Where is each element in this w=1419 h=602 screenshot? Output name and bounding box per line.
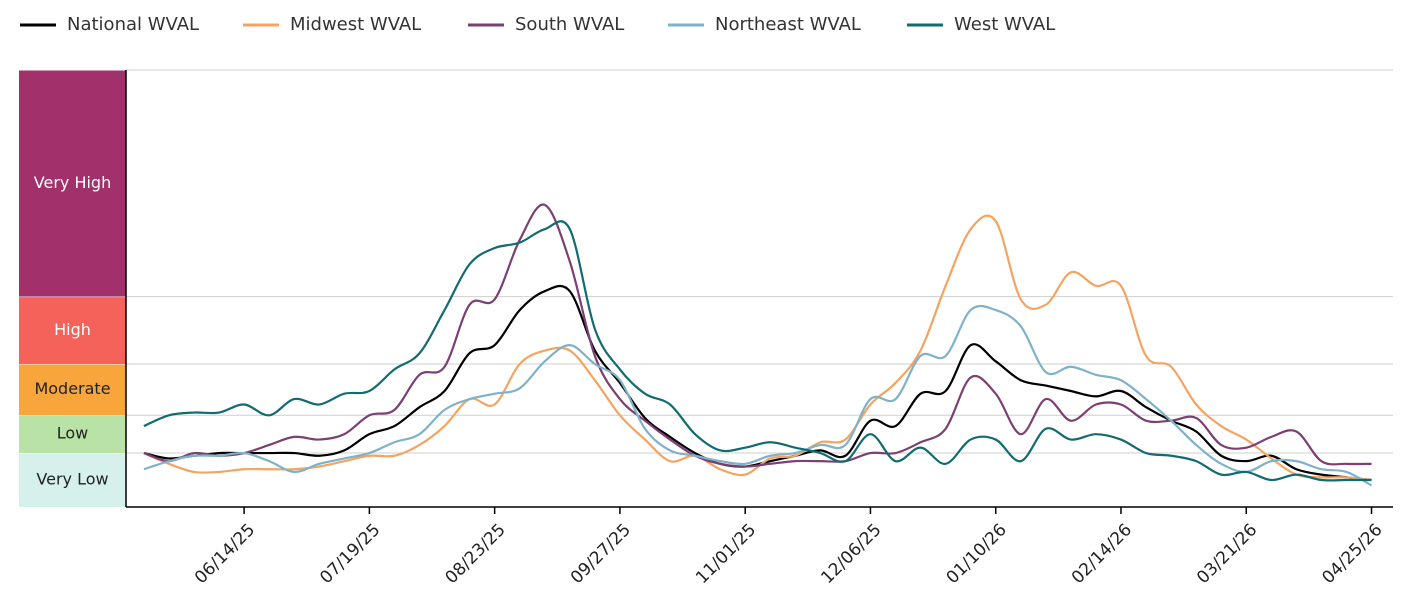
legend-label: South WVAL (515, 14, 624, 35)
x-tick-label: 12/06/25 (817, 520, 885, 588)
legend-item: National WVAL (20, 14, 199, 35)
x-tick-label: 04/25/26 (1318, 520, 1386, 588)
level-band (19, 70, 126, 297)
level-label: Very Low (36, 470, 108, 489)
x-tick-label: 02/14/26 (1068, 520, 1136, 588)
series-line (143, 214, 1372, 482)
x-tick-label: 09/27/25 (567, 520, 635, 588)
x-tick-label: 11/01/25 (692, 520, 760, 588)
legend-item: Northeast WVAL (668, 14, 861, 35)
series-line (143, 220, 1372, 482)
legend-item: Midwest WVAL (243, 14, 421, 35)
level-label: Very High (34, 173, 111, 192)
series-line (143, 284, 1372, 482)
legend-label: West WVAL (954, 14, 1055, 35)
legend-item: South WVAL (468, 14, 624, 35)
legend-label: Northeast WVAL (715, 14, 861, 35)
series-line (143, 203, 1372, 468)
level-band (19, 415, 126, 454)
legend-item: West WVAL (907, 14, 1055, 35)
x-tick-label: 07/19/25 (316, 520, 384, 588)
level-label: Low (57, 424, 89, 443)
series-line (143, 304, 1373, 487)
x-tick-label: 08/23/25 (442, 520, 510, 588)
level-label: Moderate (34, 379, 110, 398)
x-tick-label: 01/10/26 (943, 520, 1011, 588)
level-band (19, 364, 126, 416)
x-tick-label: 06/14/25 (191, 520, 259, 588)
level-label: High (54, 320, 91, 339)
legend-label: National WVAL (67, 14, 199, 35)
level-band (19, 453, 126, 507)
level-band (19, 296, 126, 365)
x-tick-label: 03/21/26 (1193, 520, 1261, 588)
legend-label: Midwest WVAL (290, 14, 421, 35)
